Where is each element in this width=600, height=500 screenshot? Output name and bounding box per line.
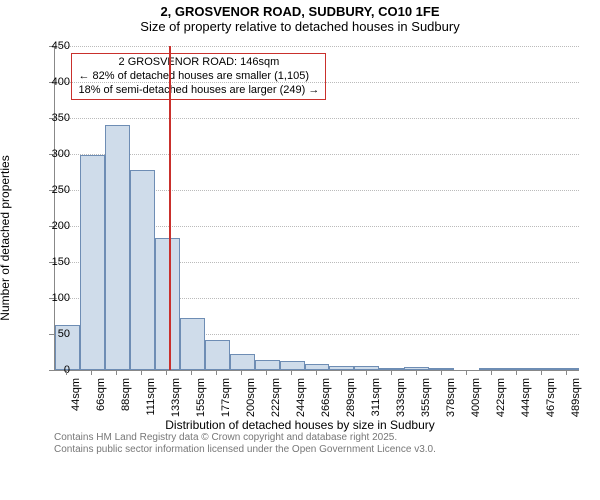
x-tick-label: 44sqm (70, 378, 82, 422)
x-tick-label: 355sqm (420, 378, 432, 422)
x-tick (116, 370, 117, 375)
histogram-bar (80, 155, 105, 370)
histogram-bar (329, 366, 354, 370)
plot-area: 2 GROSVENOR ROAD: 146sqm ← 82% of detach… (54, 46, 579, 371)
x-tick (191, 370, 192, 375)
x-tick-label: 88sqm (120, 378, 132, 422)
x-tick-label: 333sqm (395, 378, 407, 422)
histogram-bar (280, 361, 305, 370)
x-tick-label: 66sqm (95, 378, 107, 422)
x-tick (566, 370, 567, 375)
histogram-bar (379, 368, 404, 370)
x-tick (516, 370, 517, 375)
x-tick (91, 370, 92, 375)
x-tick (241, 370, 242, 375)
histogram-bar (529, 368, 554, 370)
x-tick-label: 311sqm (370, 378, 382, 422)
y-tick-label: 350 (36, 112, 70, 124)
chart-title-block: 2, GROSVENOR ROAD, SUDBURY, CO10 1FE Siz… (0, 0, 600, 34)
x-tick (216, 370, 217, 375)
x-tick (141, 370, 142, 375)
x-tick-label: 489sqm (570, 378, 582, 422)
chart-title-line1: 2, GROSVENOR ROAD, SUDBURY, CO10 1FE (0, 4, 600, 19)
y-tick-label: 450 (36, 40, 70, 52)
y-axis-label: Number of detached properties (0, 155, 12, 320)
annotation-line2: 18% of semi-detached houses are larger (… (78, 84, 319, 98)
histogram-bar (554, 368, 579, 370)
x-tick-label: 400sqm (470, 378, 482, 422)
x-tick (366, 370, 367, 375)
footer-line1: Contains HM Land Registry data © Crown c… (54, 432, 436, 444)
x-tick-label: 111sqm (145, 378, 157, 422)
y-tick-label: 300 (36, 148, 70, 160)
histogram-bar (255, 360, 280, 370)
footer-attribution: Contains HM Land Registry data © Crown c… (54, 432, 436, 456)
x-tick (466, 370, 467, 375)
y-tick-label: 200 (36, 220, 70, 232)
x-tick (166, 370, 167, 375)
histogram-bar (130, 170, 155, 370)
x-tick (316, 370, 317, 375)
histogram-bar (354, 366, 379, 370)
x-tick-label: 444sqm (520, 378, 532, 422)
x-tick (66, 370, 67, 375)
grid-line (55, 154, 579, 155)
histogram-bar (155, 238, 180, 370)
y-tick-label: 50 (36, 328, 70, 340)
x-tick (291, 370, 292, 375)
x-tick-label: 467sqm (545, 378, 557, 422)
x-tick (541, 370, 542, 375)
grid-line (55, 46, 579, 47)
y-tick-label: 400 (36, 76, 70, 88)
x-tick-label: 378sqm (445, 378, 457, 422)
histogram-bar (404, 367, 429, 370)
histogram-bar (479, 368, 504, 370)
histogram-bar (429, 368, 454, 370)
histogram-bar (205, 340, 230, 370)
annotation-title: 2 GROSVENOR ROAD: 146sqm (78, 56, 319, 70)
x-tick-label: 422sqm (495, 378, 507, 422)
footer-line2: Contains public sector information licen… (54, 444, 436, 456)
x-tick-label: 244sqm (295, 378, 307, 422)
marker-line (169, 46, 171, 370)
chart-area: Number of detached properties 2 GROSVENO… (0, 38, 600, 458)
y-tick-label: 100 (36, 292, 70, 304)
y-tick-label: 250 (36, 184, 70, 196)
x-tick (341, 370, 342, 375)
x-tick (441, 370, 442, 375)
y-tick-label: 150 (36, 256, 70, 268)
x-tick-label: 133sqm (170, 378, 182, 422)
x-tick-label: 200sqm (245, 378, 257, 422)
x-tick-label: 289sqm (345, 378, 357, 422)
histogram-bar (504, 368, 529, 370)
grid-line (55, 118, 579, 119)
annotation-box: 2 GROSVENOR ROAD: 146sqm ← 82% of detach… (71, 53, 326, 100)
y-tick-label: 0 (36, 364, 70, 376)
grid-line (55, 82, 579, 83)
chart-title-line2: Size of property relative to detached ho… (0, 19, 600, 34)
x-tick (391, 370, 392, 375)
x-tick (266, 370, 267, 375)
histogram-bar (105, 125, 130, 370)
x-tick-label: 222sqm (270, 378, 282, 422)
x-tick-label: 177sqm (220, 378, 232, 422)
histogram-bar (180, 318, 205, 370)
x-tick-label: 155sqm (195, 378, 207, 422)
x-tick (491, 370, 492, 375)
x-tick (416, 370, 417, 375)
histogram-bar (230, 354, 255, 370)
x-tick-label: 266sqm (320, 378, 332, 422)
